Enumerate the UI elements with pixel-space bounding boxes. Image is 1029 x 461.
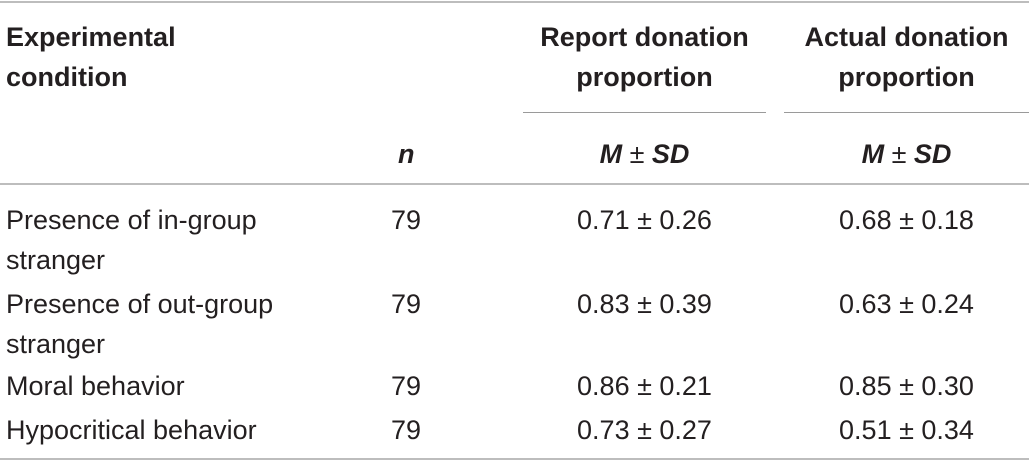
row4-condition-line1: Hypocritical behavior xyxy=(6,415,257,445)
row2-condition-line1: Presence of out-group xyxy=(6,289,274,319)
row2-condition-line2: stranger xyxy=(6,329,106,359)
row1-actual: 0.68 ± 0.18 xyxy=(839,205,974,235)
row3-n: 79 xyxy=(391,371,422,401)
row4-actual: 0.51 ± 0.34 xyxy=(839,415,974,445)
row2-report: 0.83 ± 0.39 xyxy=(577,289,712,319)
row2-actual: 0.63 ± 0.24 xyxy=(839,289,974,319)
header-condition-line1: Experimental xyxy=(6,22,176,52)
row1-condition-line2: stranger xyxy=(6,245,106,275)
row1-condition-line1: Presence of in-group xyxy=(6,205,257,235)
table-top-rule xyxy=(0,1,1029,3)
header-n: n xyxy=(398,139,415,169)
report-stat-sd: SD xyxy=(651,139,690,169)
header-actual-line2: proportion xyxy=(838,62,975,92)
header-bottom-rule xyxy=(0,183,1029,185)
actual-header-underline xyxy=(784,112,1029,113)
header-report-stat: M ± SD xyxy=(523,134,766,174)
report-stat-m: M xyxy=(599,139,623,169)
row4-n: 79 xyxy=(391,415,422,445)
header-actual-stat: M ± SD xyxy=(784,134,1029,174)
row3-actual: 0.85 ± 0.30 xyxy=(839,371,974,401)
row4-report: 0.73 ± 0.27 xyxy=(577,415,712,445)
actual-stat-m: M xyxy=(861,139,885,169)
row1-n: 79 xyxy=(391,205,422,235)
actual-stat-sd: SD xyxy=(913,139,952,169)
header-actual-line1: Actual donation xyxy=(804,22,1009,52)
header-condition-line2: condition xyxy=(6,62,128,92)
header-report-line2: proportion xyxy=(576,62,713,92)
row3-report: 0.86 ± 0.21 xyxy=(577,371,712,401)
row1-report: 0.71 ± 0.26 xyxy=(577,205,712,235)
row2-n: 79 xyxy=(391,289,422,319)
report-header-underline xyxy=(523,112,766,113)
table-bottom-rule xyxy=(0,458,1029,460)
row3-condition-line1: Moral behavior xyxy=(6,371,185,401)
report-stat-pm: ± xyxy=(622,139,652,169)
actual-stat-pm: ± xyxy=(884,139,914,169)
header-report-line1: Report donation xyxy=(540,22,749,52)
